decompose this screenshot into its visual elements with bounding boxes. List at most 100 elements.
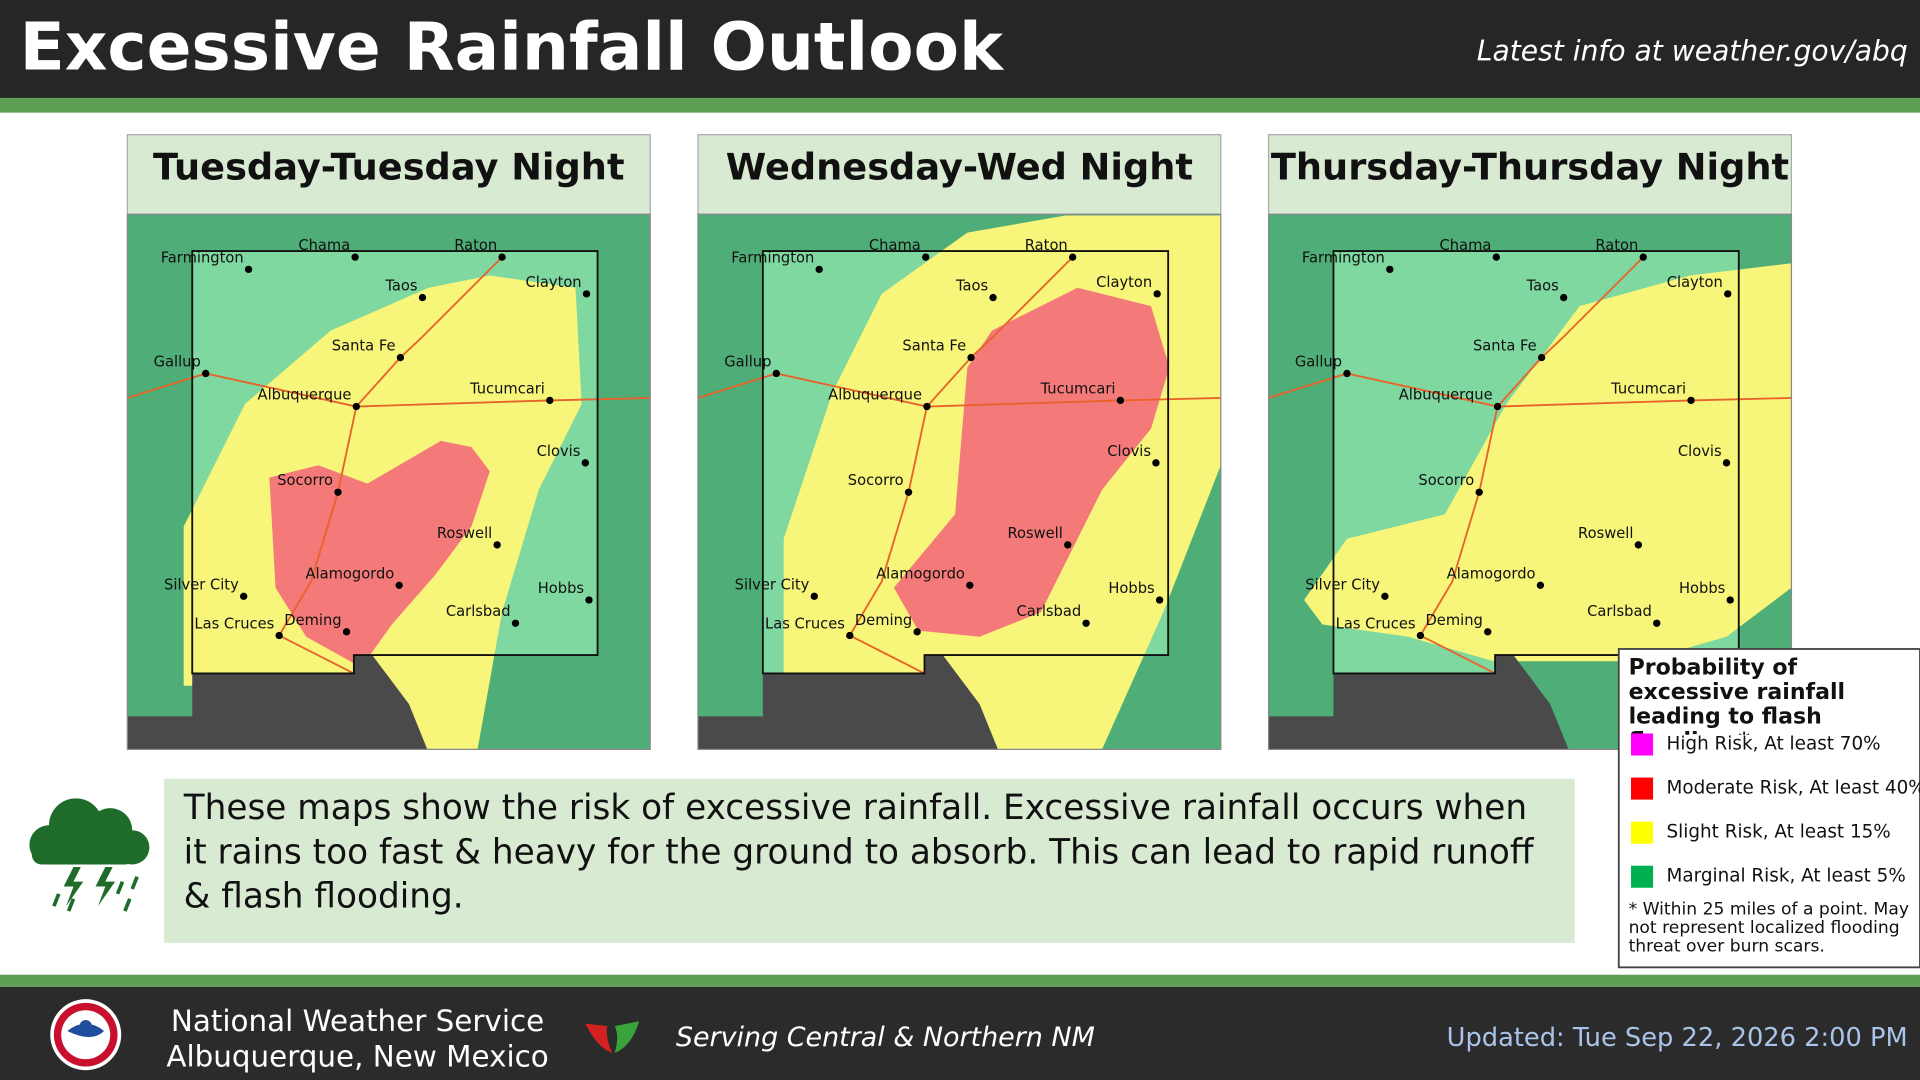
city-dot [1153, 290, 1161, 298]
state-outline [191, 250, 599, 675]
city-dot [418, 293, 427, 302]
outlook-panel: Thursday-Thursday Night Farmington Chama Ra… [1267, 134, 1793, 750]
city-dot [498, 253, 506, 261]
legend-footnote: * Within 25 miles of a point. May not re… [1628, 901, 1909, 957]
description-box [164, 778, 1575, 943]
city-label: Clayton [1667, 274, 1723, 291]
city-label: Deming [1425, 612, 1482, 629]
title: Excessive Rainfall Outlook [20, 8, 1005, 85]
moderate-risk-area [269, 440, 490, 668]
city-label: Socorro [277, 472, 333, 489]
legend-title-box: Probability of excessive rainfall leadin… [1629, 656, 1846, 734]
city-dot [334, 488, 342, 496]
legend-label: Moderate Risk, At least 40% [1667, 778, 1920, 799]
city-dot [1639, 253, 1647, 261]
legend-footnote-box: * Within 25 miles of a point. May not re… [1628, 901, 1909, 957]
city-label: Gallup [154, 353, 201, 370]
city-label: Carlsbad [1587, 603, 1652, 620]
city-dot [511, 619, 520, 627]
city-dot [810, 592, 818, 600]
map-frame [1267, 213, 1793, 750]
city-dot [1726, 596, 1734, 604]
legend-swatch [1631, 821, 1654, 844]
city-label: Silver City [1305, 576, 1380, 593]
city-label: Roswell [1578, 525, 1633, 542]
mexico-area [697, 655, 998, 750]
city-label: Taos [1526, 278, 1559, 295]
city-dot [815, 265, 823, 274]
city-label: Deming [284, 612, 341, 629]
city-dot [1116, 396, 1125, 405]
panel-title-box [697, 134, 1222, 215]
legend-swatch [1631, 733, 1654, 756]
city-dot [1064, 541, 1072, 549]
city-label: Carlsbad [446, 603, 511, 620]
city-dot [1475, 488, 1483, 496]
city-label: Farmington [1302, 249, 1385, 266]
city-dot [396, 353, 405, 362]
city-dot [1484, 628, 1492, 636]
city-dot [904, 488, 913, 496]
map-frame [697, 213, 1222, 750]
description: These maps show the risk of excessive ra… [183, 787, 1534, 916]
panel-title: Wednesday-Wed Night [726, 145, 1193, 188]
city-label: Clovis [537, 443, 581, 460]
panel-title-box [126, 134, 651, 215]
city-dot [202, 369, 210, 378]
city-label: Raton [1025, 237, 1068, 254]
city-dot [1343, 369, 1351, 378]
footer-bar [0, 986, 1920, 1080]
city-label: Las Cruces [765, 615, 845, 632]
city-label: Santa Fe [902, 338, 966, 355]
city-label: Roswell [437, 525, 492, 542]
interstate [1419, 256, 1644, 675]
city-label: Clayton [1096, 274, 1152, 291]
city-dot [240, 592, 248, 600]
city-label: Albuquerque [258, 387, 352, 404]
rain-cloud-icon [29, 798, 150, 912]
city-label: Taos [384, 278, 417, 295]
city-dot [585, 596, 593, 604]
legend-box [1617, 648, 1920, 969]
legend-swatch [1631, 865, 1654, 888]
city-dot [1416, 631, 1425, 640]
city-label: Socorro [848, 472, 904, 489]
city-label: Santa Fe [332, 338, 396, 355]
city-label: Farmington [731, 249, 814, 266]
city-label: Tucumcari [1040, 380, 1116, 397]
city-dot [351, 253, 359, 261]
city-label: Hobbs [538, 580, 584, 597]
city-dot [1386, 265, 1394, 274]
city-label: Raton [454, 237, 497, 254]
city-dot [989, 293, 997, 302]
footer-stripe [0, 974, 1920, 987]
description-box: These maps show the risk of excessive ra… [183, 787, 1534, 916]
city-dot [1560, 293, 1568, 302]
city-dot [1722, 459, 1731, 467]
city-dot [546, 396, 554, 405]
city-dot [913, 628, 921, 636]
city-label: Alamogordo [876, 565, 965, 582]
city-label: Chama [298, 237, 350, 254]
city-dot [772, 369, 780, 378]
city-dot [1653, 619, 1661, 627]
risk-map: Farmington Chama Raton Taos Clayton Gallup San… [126, 213, 651, 750]
link: Latest info at weather.gov/abq [1477, 35, 1908, 68]
mexico-area [1268, 655, 1569, 750]
outlook-panel: Wednesday-Wed Night Farmington Chama Raton T… [697, 134, 1222, 750]
interstate [848, 256, 1074, 675]
city-dot [275, 631, 283, 640]
city-dot [966, 581, 974, 589]
city-dot [1381, 592, 1389, 600]
tagline: Serving Central & Northern NM [676, 1022, 1095, 1053]
city-label: Tucumcari [1610, 380, 1686, 397]
city-dot [1724, 290, 1732, 298]
city-label: Hobbs [1679, 580, 1725, 597]
panel-title: Tuesday-Tuesday Night [153, 145, 624, 188]
city-label: Taos [955, 278, 988, 295]
city-label: Alamogordo [305, 565, 394, 582]
interstate [277, 256, 503, 675]
city-label: Roswell [1007, 525, 1062, 542]
office-name: National Weather Service [171, 1004, 544, 1038]
